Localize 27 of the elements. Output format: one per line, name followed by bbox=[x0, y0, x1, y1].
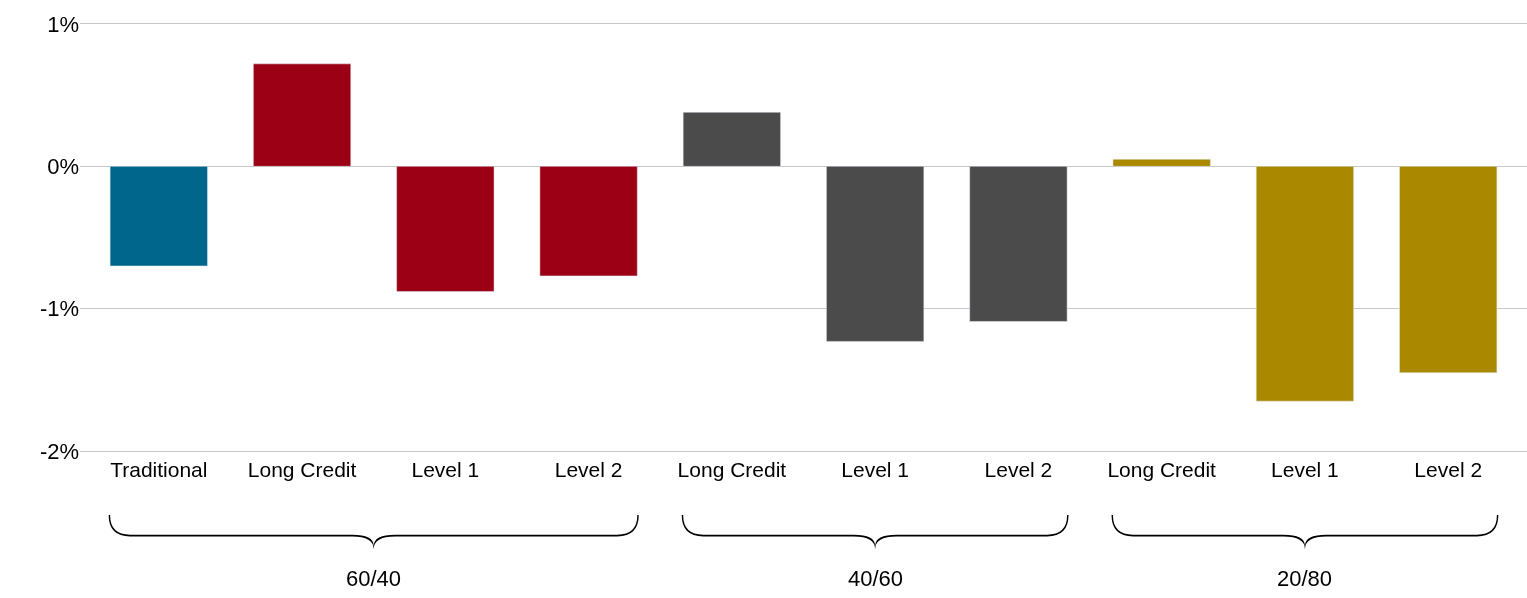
x-tick-label: Long Credit bbox=[247, 458, 357, 482]
x-tick-label: Level 1 bbox=[841, 458, 909, 482]
bar bbox=[396, 166, 495, 292]
bar bbox=[539, 166, 638, 277]
bar bbox=[826, 166, 925, 342]
x-tick-label: Level 1 bbox=[411, 458, 480, 482]
y-tick-label: 0% bbox=[47, 154, 79, 180]
y-tick-label: -1% bbox=[39, 296, 79, 322]
bar bbox=[253, 63, 352, 167]
x-tick-label: Long Credit bbox=[1107, 458, 1217, 482]
x-tick-label: Level 2 bbox=[1414, 458, 1483, 482]
text: 60/40 bbox=[346, 566, 402, 591]
bar bbox=[682, 112, 781, 167]
y-tick-label: 1% bbox=[47, 11, 79, 37]
y-tick-label: -2% bbox=[39, 438, 79, 464]
x-tick-label: Level 2 bbox=[554, 458, 623, 482]
x-tick-label: Long Credit bbox=[677, 458, 787, 482]
text: 20/80 bbox=[1277, 566, 1333, 591]
x-tick-label: Level 1 bbox=[1271, 458, 1339, 482]
bar bbox=[1112, 158, 1211, 167]
bar bbox=[1255, 166, 1354, 402]
x-tick-label: Traditional bbox=[110, 458, 208, 482]
text: 40/60 bbox=[848, 566, 904, 591]
bar bbox=[1399, 166, 1498, 373]
bar bbox=[109, 166, 208, 267]
x-tick-label: Level 2 bbox=[984, 458, 1053, 482]
bar bbox=[969, 166, 1068, 322]
